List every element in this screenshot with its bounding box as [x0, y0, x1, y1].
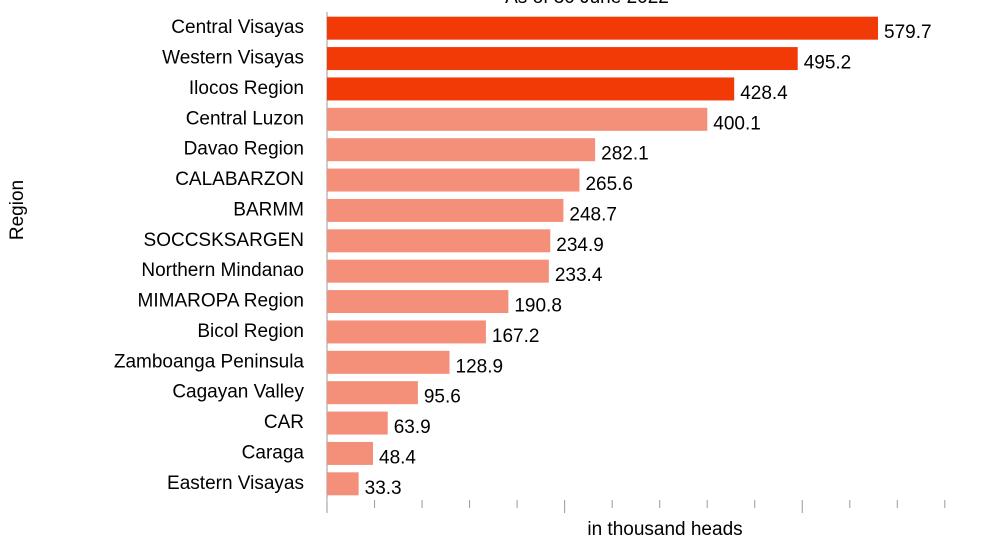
y-tick-label: Central Luzon: [186, 108, 304, 129]
bar: [327, 411, 388, 435]
value-label: 428.4: [740, 83, 788, 104]
y-tick-label: Western Visayas: [162, 48, 304, 69]
bar: [327, 441, 374, 465]
value-label: 190.8: [514, 296, 562, 317]
y-tick-label: Northern Mindanao: [141, 260, 304, 281]
x-axis-label: in thousand heads: [587, 519, 742, 540]
value-label: 579.7: [884, 22, 932, 43]
bar: [327, 198, 564, 222]
y-tick-label: Caraga: [242, 442, 305, 463]
chart-subtitle: As of 30 June 2022: [505, 0, 669, 8]
bar: [327, 381, 418, 405]
value-label: 167.2: [492, 326, 540, 347]
value-label: 95.6: [424, 387, 461, 408]
y-tick-label: CALABARZON: [175, 169, 304, 190]
y-tick-label: Davao Region: [184, 139, 304, 160]
value-label: 233.4: [555, 265, 603, 286]
bar: [327, 138, 596, 162]
bar: [327, 168, 580, 192]
bar: [327, 47, 798, 71]
y-tick-label: Ilocos Region: [189, 78, 304, 99]
y-axis-label: Region: [7, 180, 28, 240]
y-tick-label: CAR: [264, 412, 304, 433]
y-tick-label: SOCCSKSARGEN: [144, 230, 304, 251]
y-tick-label: Cagayan Valley: [172, 382, 304, 403]
bar: [327, 16, 879, 40]
value-label: 495.2: [804, 53, 852, 74]
y-tick-label: Central Visayas: [171, 17, 304, 38]
bar: [327, 350, 450, 374]
value-label: 282.1: [601, 144, 649, 165]
value-label: 128.9: [456, 356, 504, 377]
y-tick-label: Zamboanga Peninsula: [114, 351, 305, 372]
bar: [327, 77, 735, 101]
value-label: 400.1: [713, 113, 761, 134]
value-label: 48.4: [379, 447, 416, 468]
value-label: 234.9: [556, 235, 604, 256]
y-tick-label: Eastern Visayas: [167, 473, 304, 494]
y-tick-label: MIMAROPA Region: [138, 291, 304, 312]
value-label: 248.7: [569, 204, 617, 225]
bar: [327, 229, 551, 253]
value-label: 265.6: [585, 174, 633, 195]
bar: [327, 320, 486, 344]
bar: [327, 290, 509, 314]
value-label: 33.3: [365, 478, 402, 499]
y-tick-label: BARMM: [233, 199, 304, 220]
value-label: 63.9: [394, 417, 431, 438]
bar: [327, 259, 549, 283]
bar: [327, 107, 708, 131]
y-tick-label: Bicol Region: [197, 321, 304, 342]
bar: [327, 472, 359, 496]
